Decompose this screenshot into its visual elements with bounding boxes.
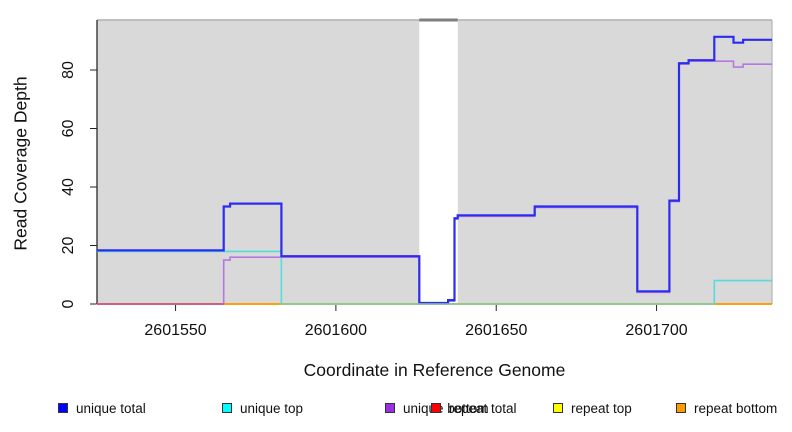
y-tick-label: 20	[60, 237, 77, 255]
y-tick-label: 60	[60, 120, 77, 138]
y-tick-label: 40	[60, 178, 77, 196]
y-axis-title: Read Coverage Depth	[10, 76, 31, 251]
x-tick-label: 2601550	[144, 322, 206, 339]
y-tick-label: 80	[60, 61, 77, 79]
x-tick-label: 2601700	[625, 322, 687, 339]
x-tick-label: 2601600	[305, 322, 367, 339]
y-tick-label: 0	[60, 299, 77, 308]
x-tick-label: 2601650	[465, 322, 527, 339]
gap-region	[419, 21, 458, 303]
x-axis-title: Coordinate in Reference Genome	[303, 360, 566, 380]
series-line-unique-total	[97, 35, 772, 305]
